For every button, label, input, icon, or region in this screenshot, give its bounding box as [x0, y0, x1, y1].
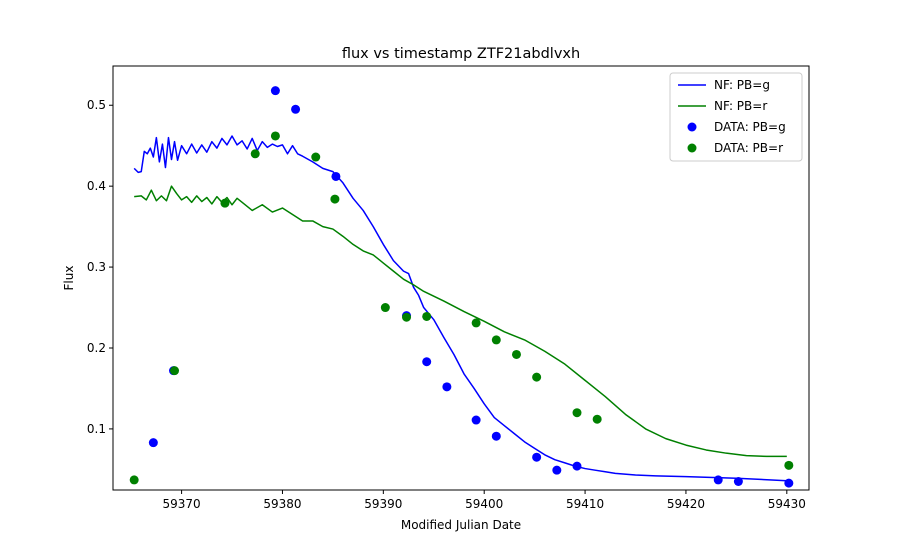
data-point	[491, 431, 501, 441]
data-point	[220, 198, 230, 208]
legend-item: DATA: PB=r	[687, 141, 783, 155]
nf-line-r	[134, 185, 787, 458]
legend-item: NF: PB=g	[678, 78, 770, 92]
data-point	[471, 318, 481, 328]
data-point	[552, 465, 562, 475]
data-point	[532, 452, 542, 462]
data-point	[442, 382, 452, 392]
legend-item: NF: PB=r	[678, 99, 767, 113]
y-tick-label: 0.5	[87, 98, 106, 112]
legend-label: NF: PB=r	[714, 99, 767, 113]
legend-marker-swatch	[687, 143, 697, 153]
y-tick-label: 0.3	[87, 260, 106, 274]
data-point	[572, 408, 582, 418]
legend-marker-swatch	[687, 122, 697, 132]
data-point	[422, 357, 432, 367]
x-tick-label: 59390	[364, 497, 402, 511]
data-point	[129, 475, 139, 485]
legend-label: DATA: PB=g	[714, 120, 786, 134]
series-layer	[129, 86, 794, 488]
data-point	[422, 311, 432, 321]
x-tick-label: 59410	[566, 497, 604, 511]
data-point	[331, 171, 341, 181]
data-point	[511, 349, 521, 359]
legend-box	[669, 72, 803, 162]
data-point	[311, 152, 321, 162]
data-point	[784, 478, 794, 488]
data-point	[733, 477, 743, 486]
data-point	[250, 149, 260, 159]
data-point	[170, 366, 180, 376]
y-axis-label: Flux	[62, 266, 76, 291]
legend-item: DATA: PB=g	[687, 120, 786, 134]
data-point	[402, 312, 412, 322]
data-point	[784, 460, 794, 470]
x-axis-label: Modified Julian Date	[401, 518, 521, 532]
x-tick-label: 59430	[768, 497, 806, 511]
data-points-r	[129, 131, 794, 485]
data-point	[148, 438, 158, 448]
legend-label: NF: PB=g	[714, 78, 770, 92]
x-tick-label: 59370	[162, 497, 200, 511]
data-point	[291, 104, 301, 114]
data-point	[532, 372, 542, 382]
data-point	[270, 86, 280, 96]
data-point	[713, 475, 723, 485]
y-tick-label: 0.4	[87, 179, 106, 193]
data-point	[330, 194, 340, 204]
data-point	[572, 461, 582, 471]
legend: NF: PB=g NF: PB=r DATA: PB=g DATA: PB=r	[669, 72, 803, 162]
y-tick-label: 0.1	[87, 422, 106, 436]
data-point	[491, 335, 501, 345]
data-point	[380, 303, 390, 313]
data-point	[471, 415, 481, 425]
data-point	[592, 414, 602, 424]
ticks-layer: 59370 59380 59390 59400 59410 59420 59430 0.1 0.…	[87, 98, 806, 511]
x-tick-label: 59380	[263, 497, 301, 511]
x-tick-label: 59420	[667, 497, 705, 511]
axes-frame	[112, 65, 810, 491]
chart-title: flux vs timestamp ZTF21abdlvxh	[342, 46, 580, 62]
data-point	[270, 131, 280, 141]
nf-line-g	[133, 135, 787, 482]
legend-label: DATA: PB=r	[714, 141, 783, 155]
y-tick-label: 0.2	[87, 341, 106, 355]
x-tick-label: 59400	[465, 497, 503, 511]
